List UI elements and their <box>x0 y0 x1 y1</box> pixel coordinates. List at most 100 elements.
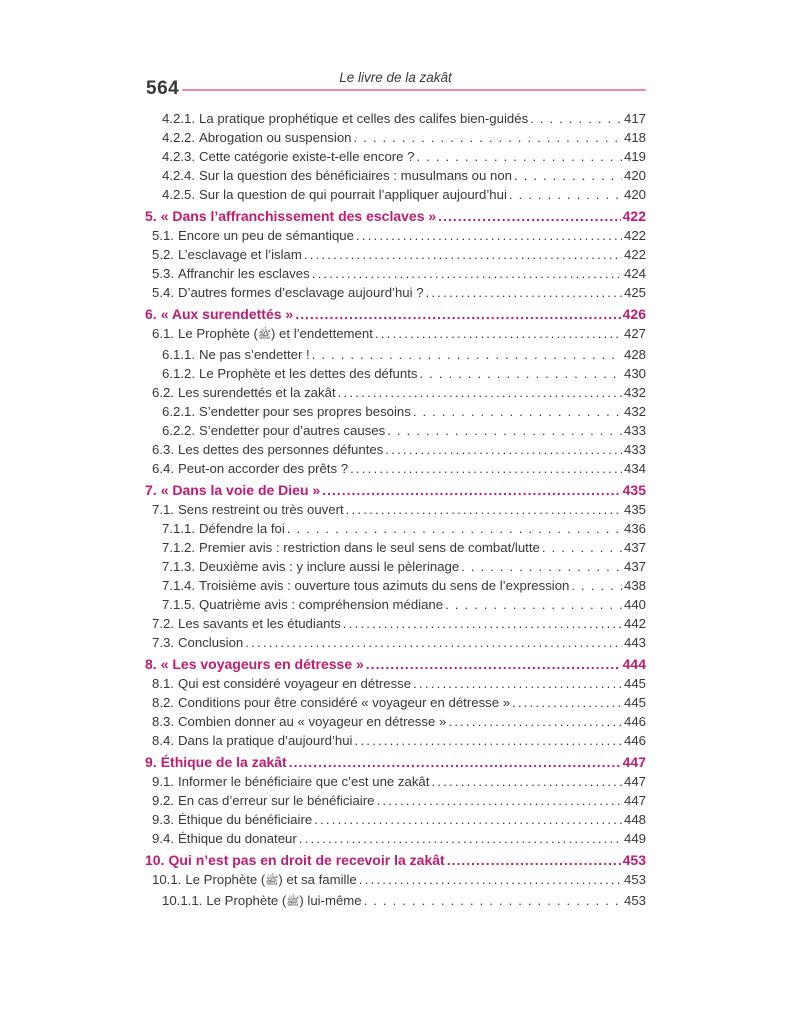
toc-entry-page: 433 <box>623 442 646 457</box>
toc-entry-label: Deuxième avis : y inclure aussi le pèler… <box>199 559 460 574</box>
page-header: 564 Le livre de la zakât <box>145 0 646 104</box>
toc-dot-leader: ........................................… <box>446 852 621 868</box>
toc-entry-page: 427 <box>623 326 646 341</box>
toc-entry-number: 10.1.1. <box>162 893 203 908</box>
toc-entry-number: 7.1. <box>152 502 174 517</box>
toc-entry-label: Affranchir les esclaves <box>178 266 310 281</box>
toc-entry-label: Le Prophète (ﷺ) lui-même <box>206 893 362 908</box>
toc-entry-page: 422 <box>623 247 646 262</box>
toc-entry-page: 435 <box>623 502 646 517</box>
toc-entry-page: 442 <box>623 616 646 631</box>
toc-entry-page: 436 <box>623 521 646 536</box>
toc-entry-page: 438 <box>623 578 646 593</box>
toc-dot-leader: ........................................… <box>541 540 622 555</box>
toc-dot-leader: ........................................… <box>571 578 622 593</box>
toc-entry-page: 447 <box>622 754 646 770</box>
toc-entry-number: 5.4. <box>152 285 174 300</box>
toc-entry: 8. « Les voyageurs en détresse ».........… <box>145 655 646 674</box>
toc-list: 4.2.1. La pratique prophétique et celles … <box>145 109 646 912</box>
toc-entry-number: 8. <box>145 656 157 672</box>
honorific-saw-glyph: ﷺ <box>265 875 279 887</box>
toc-entry-number: 6.1.2. <box>162 366 195 381</box>
toc-dot-leader: ........................................… <box>245 635 622 650</box>
toc-entry-page: 448 <box>623 812 646 827</box>
toc-dot-leader: ........................................… <box>419 366 622 381</box>
toc-dot-leader: ........................................… <box>286 521 622 536</box>
toc-entry: 9.3. Éthique du bénéficiaire.............… <box>145 810 646 829</box>
toc-entry-label: Éthique du donateur <box>178 831 297 846</box>
toc-entry-page: 446 <box>623 733 646 748</box>
toc-dot-leader: ........................................… <box>530 111 622 126</box>
toc-dot-leader: ........................................… <box>374 326 622 341</box>
toc-dot-leader: ........................................… <box>385 442 622 457</box>
toc-entry-label: Conditions pour être considéré « voyageu… <box>178 695 511 710</box>
toc-dot-leader: ........................................… <box>376 793 622 808</box>
toc-entry: 5.3. Affranchir les esclaves.............… <box>145 264 646 283</box>
toc-entry-label: Qui n’est pas en droit de recevoir la za… <box>168 852 445 868</box>
toc-dot-leader: ........................................… <box>288 754 621 770</box>
toc-entry: 8.2. Conditions pour être considéré « voy… <box>145 693 646 712</box>
toc-entry: 7.1.4. Troisième avis : ouverture tous az… <box>145 576 646 595</box>
toc-entry-page: 447 <box>623 774 646 789</box>
toc-entry-number: 7. <box>145 482 157 498</box>
toc-entry-label: Les savants et les étudiants <box>178 616 341 631</box>
toc-entry-number: 6.2. <box>152 385 174 400</box>
toc-dot-leader: ........................................… <box>298 831 622 846</box>
toc-entry: 4.2.5. Sur la question de qui pourrait l’… <box>145 185 646 204</box>
toc-entry-page: 432 <box>623 404 646 419</box>
toc-entry-page: 444 <box>622 656 646 672</box>
toc-entry: 8.3. Combien donner au « voyageur en détr… <box>145 712 646 731</box>
toc-dot-leader: ........................................… <box>445 597 622 612</box>
toc-dot-leader: ........................................… <box>416 149 622 164</box>
toc-entry-label: Qui est considéré voyageur en détresse <box>178 676 412 691</box>
toc-entry-number: 6.2.1. <box>162 404 195 419</box>
toc-entry-label: L’esclavage et l’islam <box>178 247 302 262</box>
toc-entry: 6.1. Le Prophète (ﷺ) et l’endettement....… <box>145 324 646 345</box>
toc-entry-number: 8.4. <box>152 733 174 748</box>
toc-dot-leader: ........................................… <box>303 247 622 262</box>
toc-entry-label: S’endetter pour d’autres causes <box>199 423 386 438</box>
toc-entry: 10.1.1. Le Prophète (ﷺ) lui-même.........… <box>145 891 646 912</box>
toc-entry-page: 445 <box>623 676 646 691</box>
toc-entry: 9. Éthique de la zakât...................… <box>145 753 646 772</box>
toc-entry-number: 4.2.5. <box>162 187 195 202</box>
toc-entry-page: 428 <box>623 347 646 362</box>
toc-dot-leader: ........................................… <box>353 130 622 145</box>
toc-entry-label: Les surendettés et la zakât <box>178 385 336 400</box>
header-rule <box>182 89 646 91</box>
toc-entry-number: 9.2. <box>152 793 174 808</box>
toc-dot-leader: ........................................… <box>448 714 622 729</box>
toc-dot-leader: ........................................… <box>508 187 622 202</box>
toc-entry-number: 5.1. <box>152 228 174 243</box>
toc-entry-label: Le Prophète (ﷺ) et l’endettement <box>178 326 373 341</box>
toc-entry-number: 5. <box>145 208 157 224</box>
toc-entry-page: 443 <box>623 635 646 650</box>
toc-entry-number: 4.2.3. <box>162 149 195 164</box>
toc-dot-leader: ........................................… <box>342 616 622 631</box>
toc-entry: 7.1.3. Deuxième avis : y inclure aussi le… <box>145 557 646 576</box>
toc-entry: 4.2.2. Abrogation ou suspension..........… <box>145 128 646 147</box>
toc-entry: 4.2.1. La pratique prophétique et celles … <box>145 109 646 128</box>
toc-entry-label: Éthique de la zakât <box>160 754 287 770</box>
toc-dot-leader: ........................................… <box>387 423 622 438</box>
toc-entry-label: « Dans l’affranchissement des esclaves » <box>160 208 437 224</box>
toc-entry-label: Troisième avis : ouverture tous azimuts … <box>199 578 570 593</box>
toc-entry-page: 453 <box>622 852 646 868</box>
toc-entry-page: 435 <box>622 482 646 498</box>
toc-entry-number: 9.4. <box>152 831 174 846</box>
toc-entry: 6.2.1. S’endetter pour ses propres besoin… <box>145 402 646 421</box>
toc-entry-label: D’autres formes d’esclavage aujourd’hui … <box>178 285 424 300</box>
toc-dot-leader: ........................................… <box>311 266 622 281</box>
toc-entry-page: 453 <box>623 893 646 908</box>
toc-entry-number: 8.1. <box>152 676 174 691</box>
toc-entry: 9.1. Informer le bénéficiaire que c’est u… <box>145 772 646 791</box>
toc-entry-number: 6.1.1. <box>162 347 195 362</box>
toc-entry-label: Le Prophète (ﷺ) et sa famille <box>185 872 357 887</box>
toc-entry: 6.4. Peut-on accorder des prêts ?........… <box>145 459 646 478</box>
toc-entry-number: 4.2.2. <box>162 130 195 145</box>
toc-entry-number: 8.3. <box>152 714 174 729</box>
toc-entry-number: 7.1.3. <box>162 559 195 574</box>
toc-entry: 7.1. Sens restreint ou très ouvert.......… <box>145 500 646 519</box>
toc-entry-page: 420 <box>623 187 646 202</box>
toc-entry-label: « Les voyageurs en détresse » <box>160 656 364 672</box>
